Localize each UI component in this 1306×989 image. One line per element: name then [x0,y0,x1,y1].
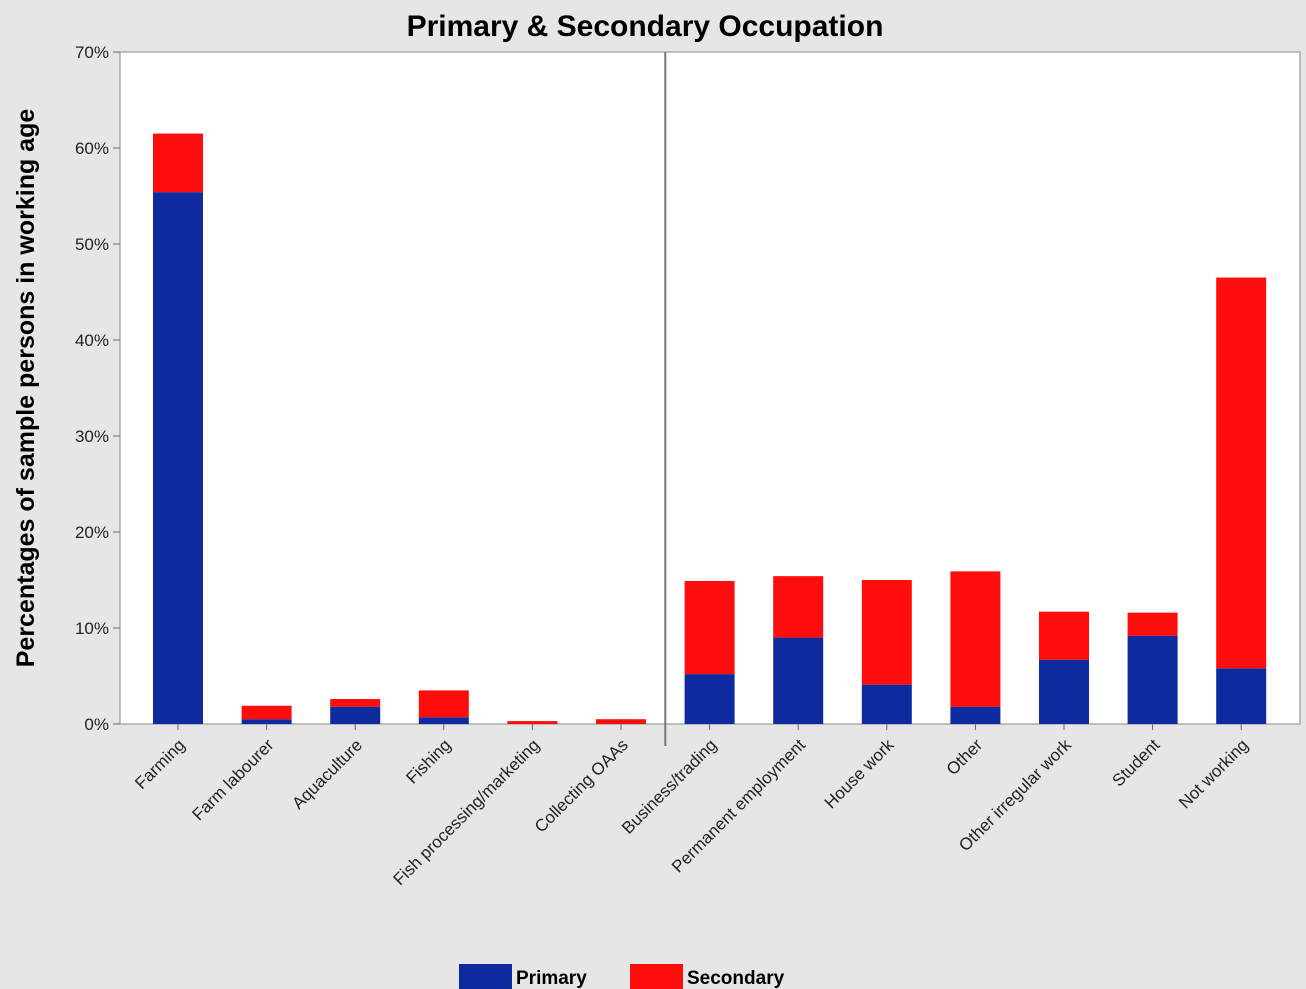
x-tick-label: Collecting OAAs [531,735,632,836]
y-axis: 0% 10% 20% 30% 40% 50% 60% 70% [75,43,120,734]
y-tick-label: 60% [75,139,109,158]
y-tick-label: 40% [75,331,109,350]
bar-secondary-7 [773,576,824,638]
y-tick-label: 50% [75,235,109,254]
bar-primary-11 [1127,635,1178,724]
x-tick-label: Farming [131,735,189,793]
x-tick-label: Farm labourer [188,735,277,824]
x-tick-label: Other [943,735,987,779]
bar-primary-0 [153,192,203,724]
bar-primary-10 [1039,659,1089,724]
x-tick-label: Aquaculture [288,735,366,813]
x-tick-label: Business/trading [618,735,720,837]
bar-primary-2 [330,706,381,724]
legend-swatch-primary [459,964,512,989]
y-tick-label: 70% [75,43,109,62]
legend-label-primary: Primary [516,968,587,989]
x-tick-label: House work [821,735,898,812]
x-axis: Farming Farm labourer Aquaculture FishingFi… [131,724,1252,889]
bar-secondary-6 [684,580,735,675]
bar-secondary-1 [241,705,292,720]
bar-secondary-2 [330,699,381,707]
bar-primary-9 [950,706,1001,724]
bar-primary-7 [773,637,824,724]
y-axis-label: Percentages of sample persons in working… [12,109,40,668]
bar-secondary-9 [950,571,1001,707]
bar-primary-3 [418,717,469,724]
x-tick-label: Not working [1175,735,1252,812]
bars [153,133,1267,724]
y-tick-label: 30% [75,427,109,446]
y-tick-label: 0% [84,715,109,734]
x-tick-label: Fishing [402,735,454,787]
y-tick-label: 10% [75,619,109,638]
bar-secondary-5 [596,719,646,724]
bar-secondary-8 [861,580,912,685]
legend-swatch-secondary [630,964,683,989]
chart-title: Primary & Secondary Occupation [407,10,884,43]
bar-primary-6 [684,674,735,724]
x-tick-label: Fish processing/marketing [389,735,543,889]
bar-secondary-4 [507,721,558,724]
bar-secondary-12 [1216,277,1267,669]
legend-label-secondary: Secondary [687,968,785,989]
bar-secondary-10 [1039,611,1089,660]
legend: Primary Secondary [459,964,785,989]
bar-secondary-11 [1127,612,1178,636]
bar-primary-1 [241,719,292,724]
bar-secondary-0 [153,133,203,193]
bar-primary-8 [861,684,912,724]
bar-primary-12 [1216,668,1267,724]
y-tick-label: 20% [75,523,109,542]
bar-secondary-3 [418,690,469,718]
x-tick-label: Student [1109,735,1164,790]
